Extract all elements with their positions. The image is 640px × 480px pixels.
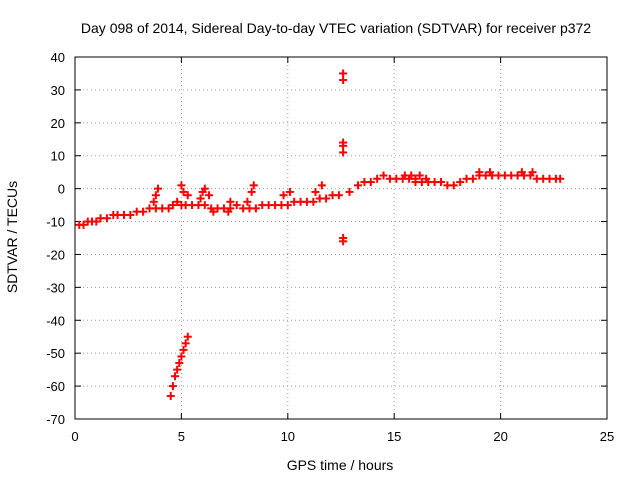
data-point bbox=[556, 174, 565, 183]
x-tick-label: 10 bbox=[281, 429, 295, 444]
data-points bbox=[75, 69, 565, 400]
data-point bbox=[153, 184, 162, 193]
y-tick-label: -70 bbox=[46, 412, 65, 427]
data-point bbox=[166, 391, 175, 400]
data-point bbox=[468, 174, 477, 183]
data-point bbox=[196, 194, 205, 203]
y-tick-label: -30 bbox=[46, 280, 65, 295]
data-point bbox=[379, 171, 388, 180]
x-tick-labels: 0 5 10 15 20 25 bbox=[71, 429, 614, 444]
data-point bbox=[517, 168, 526, 177]
y-tick-label: 30 bbox=[51, 83, 65, 98]
y-tick-label: 0 bbox=[58, 182, 65, 197]
data-point bbox=[209, 207, 218, 216]
data-point bbox=[279, 191, 288, 200]
data-point bbox=[179, 345, 188, 354]
data-point bbox=[251, 204, 260, 213]
data-point bbox=[339, 76, 348, 85]
data-point bbox=[456, 178, 465, 187]
data-point bbox=[173, 197, 182, 206]
y-tick-label: -20 bbox=[46, 247, 65, 262]
data-point bbox=[200, 184, 209, 193]
chart-title: Day 098 of 2014, Sidereal Day-to-day VTE… bbox=[81, 20, 591, 36]
y-tick-label: 20 bbox=[51, 116, 65, 131]
data-point bbox=[79, 220, 88, 229]
data-point bbox=[200, 201, 209, 210]
data-point bbox=[164, 204, 173, 213]
data-point bbox=[285, 187, 294, 196]
data-point bbox=[175, 359, 184, 368]
data-point bbox=[139, 207, 148, 216]
data-point bbox=[205, 191, 214, 200]
data-point bbox=[407, 171, 416, 180]
data-point bbox=[373, 174, 382, 183]
x-tick-label: 15 bbox=[387, 429, 401, 444]
data-point bbox=[334, 191, 343, 200]
data-point bbox=[485, 168, 494, 177]
y-tick-label: -40 bbox=[46, 313, 65, 328]
data-point bbox=[317, 181, 326, 190]
x-tick-label: 25 bbox=[600, 429, 614, 444]
data-point bbox=[92, 217, 101, 226]
data-point bbox=[339, 148, 348, 157]
data-point bbox=[168, 382, 177, 391]
data-point bbox=[177, 181, 186, 190]
data-point bbox=[411, 174, 420, 183]
data-point bbox=[309, 197, 318, 206]
y-tick-label: 10 bbox=[51, 149, 65, 164]
data-point bbox=[226, 197, 235, 206]
data-point bbox=[283, 201, 292, 210]
data-point bbox=[151, 191, 160, 200]
data-point bbox=[183, 191, 192, 200]
data-point bbox=[449, 181, 458, 190]
data-point bbox=[243, 197, 252, 206]
x-axis-label: GPS time / hours bbox=[287, 457, 394, 473]
data-point bbox=[422, 174, 431, 183]
data-point bbox=[249, 181, 258, 190]
data-point bbox=[181, 339, 190, 348]
data-point bbox=[224, 207, 233, 216]
x-tick-label: 20 bbox=[493, 429, 507, 444]
y-tick-label: -10 bbox=[46, 215, 65, 230]
plot-frame bbox=[74, 56, 608, 420]
data-point bbox=[102, 214, 111, 223]
data-point bbox=[366, 178, 375, 187]
data-point bbox=[173, 365, 182, 374]
data-point bbox=[437, 178, 446, 187]
y-tick-labels: 40 30 20 10 0 -10 -20 -30 -40 -50 -60 -70 bbox=[46, 50, 65, 427]
y-tick-label: -50 bbox=[46, 346, 65, 361]
data-point bbox=[415, 171, 424, 180]
data-point bbox=[171, 372, 180, 381]
data-point bbox=[345, 187, 354, 196]
x-tick-label: 5 bbox=[178, 429, 185, 444]
data-point bbox=[177, 352, 186, 361]
x-tick-label: 0 bbox=[71, 429, 78, 444]
data-point bbox=[168, 201, 177, 210]
data-point bbox=[339, 237, 348, 246]
data-point bbox=[322, 194, 331, 203]
data-point bbox=[179, 187, 188, 196]
data-point bbox=[311, 187, 320, 196]
data-point bbox=[149, 197, 158, 206]
grid bbox=[75, 57, 607, 419]
data-point bbox=[232, 201, 241, 210]
data-point bbox=[475, 168, 484, 177]
data-point bbox=[247, 187, 256, 196]
data-point bbox=[528, 168, 537, 177]
y-tick-label: -60 bbox=[46, 379, 65, 394]
data-point bbox=[183, 332, 192, 341]
y-tick-label: 40 bbox=[51, 50, 65, 65]
y-axis-label: SDTVAR / TECUs bbox=[4, 181, 20, 293]
data-point bbox=[126, 210, 135, 219]
data-point bbox=[354, 181, 363, 190]
